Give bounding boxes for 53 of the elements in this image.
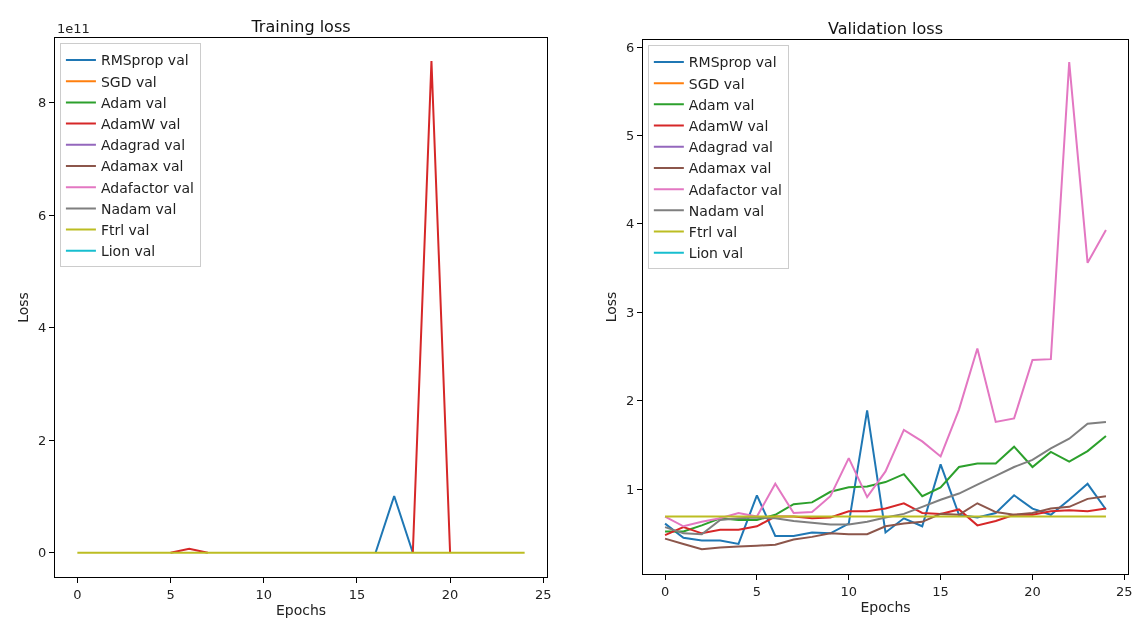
y-tick-label: 6 (626, 39, 635, 55)
y-tick-label: 5 (626, 128, 635, 144)
x-tick-label: 5 (752, 583, 762, 599)
text: 1e11 (57, 21, 90, 36)
chart-title: Training loss (250, 16, 351, 36)
x-tick-label: 15 (348, 586, 366, 602)
legend-label: AdamW val (688, 118, 769, 134)
y-axis-title: Loss (602, 291, 619, 323)
line-series (664, 435, 1107, 533)
legend-label: Lion val (688, 245, 744, 262)
chart-title: Validation loss (828, 18, 943, 38)
x-axis-title: Epochs (860, 598, 911, 615)
x-tick-label: 0 (73, 586, 82, 602)
legend-label: Adamax val (688, 160, 772, 177)
x-tick-label: 20 (441, 586, 459, 602)
line-series (664, 495, 1107, 551)
legend-label: Adagrad val (688, 139, 773, 156)
legend-label: Ftrl val (688, 224, 738, 240)
legend-label: Adam val (100, 94, 167, 111)
y-tick-label: 8 (38, 95, 47, 111)
x-tick-label: 0 (660, 583, 670, 599)
legend-label: RMSprop val (688, 54, 777, 71)
y-tick-label: 4 (626, 216, 635, 232)
x-tick-label: 25 (1116, 583, 1133, 599)
y-tick-label: 0 (38, 545, 47, 561)
legend-label: Nadam val (688, 202, 765, 219)
x-tick-label: 10 (840, 583, 858, 599)
y-tick-label: 2 (38, 432, 47, 448)
y-tick-label: 2 (626, 393, 635, 409)
x-tick-label: 15 (932, 583, 949, 599)
legend-label: Adafactor val (688, 181, 782, 198)
x-tick-label: 25 (535, 586, 552, 602)
legend-label: SGD val (100, 73, 157, 90)
legend-label: Ftrl val (100, 222, 150, 239)
x-tick-label: 5 (166, 586, 175, 602)
x-axis-title: Epochs (275, 601, 327, 618)
y-axis-title: Loss (14, 292, 31, 323)
line-series (664, 502, 1107, 537)
legend-label: Adafactor val (100, 179, 194, 196)
legend-label: AdamW val (100, 116, 181, 133)
y-tick-label: 4 (38, 320, 47, 336)
y-tick-label: 1 (626, 481, 635, 497)
y-tick-label: 6 (38, 207, 47, 223)
legend-label: Adagrad val (100, 137, 186, 154)
legend-label: Nadam val (100, 200, 177, 217)
legend-label: SGD val (688, 75, 745, 92)
y-tick-label: 3 (626, 304, 635, 320)
legend-label: RMSprop val (100, 52, 189, 69)
legend-label: Lion val (100, 243, 156, 260)
x-tick-label: 10 (255, 586, 272, 602)
legend-label: Adam val (688, 96, 755, 113)
x-tick-label: 20 (1024, 583, 1041, 599)
legend-label: Adamax val (100, 158, 184, 175)
